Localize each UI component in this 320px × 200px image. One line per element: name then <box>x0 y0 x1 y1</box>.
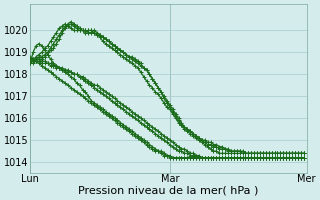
X-axis label: Pression niveau de la mer( hPa ): Pression niveau de la mer( hPa ) <box>78 186 259 196</box>
